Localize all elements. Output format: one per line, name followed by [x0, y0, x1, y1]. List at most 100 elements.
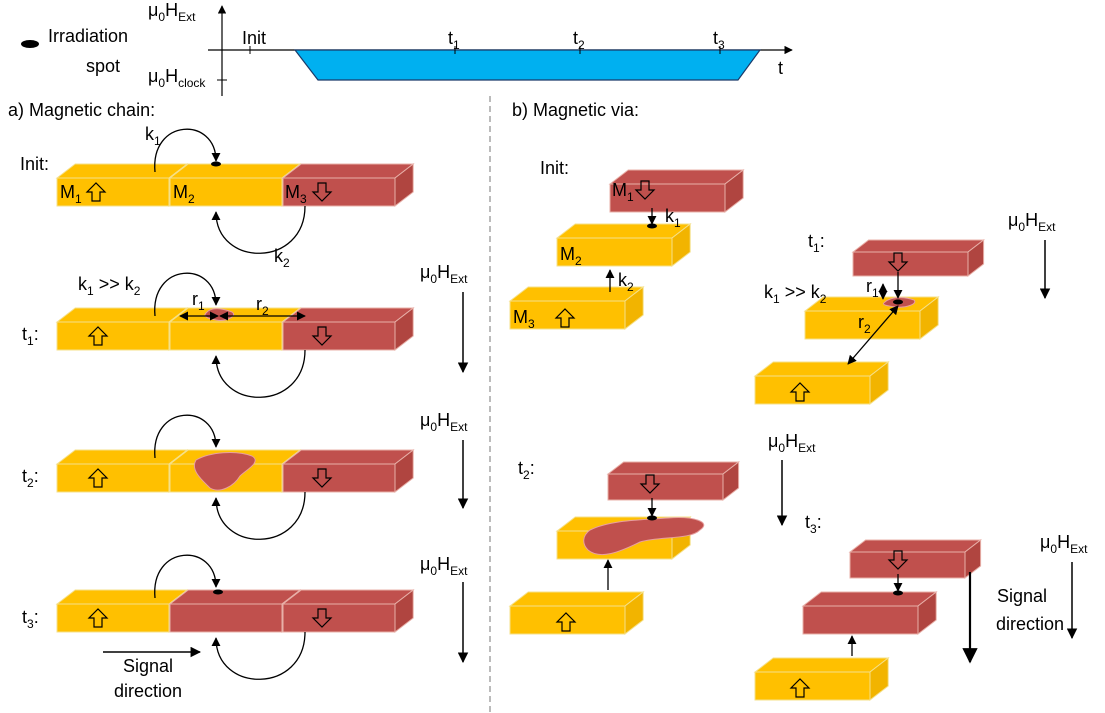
- subscript: 2: [864, 322, 871, 336]
- text-part: H: [165, 66, 178, 86]
- signal-label: direction: [996, 614, 1064, 634]
- text-part: :: [34, 324, 39, 344]
- text-part: :: [817, 512, 822, 532]
- section-title: b) Magnetic via:: [512, 100, 639, 120]
- text-part: H: [437, 554, 450, 574]
- subscript: 2: [627, 280, 634, 294]
- subscript: 3: [300, 192, 307, 206]
- text-part: :: [34, 466, 39, 486]
- block-top: [755, 658, 888, 672]
- block-top: [57, 164, 187, 178]
- subscript: 1: [627, 190, 634, 204]
- row-label: t2:: [518, 458, 535, 482]
- time-label: t2: [573, 28, 585, 52]
- text-part: H: [785, 431, 798, 451]
- axis-label: μ0Hclock: [148, 66, 206, 90]
- irradiation-spot: [647, 516, 657, 521]
- block-front: [803, 606, 918, 634]
- text-part: μ: [1008, 210, 1018, 230]
- subscript: 3: [528, 317, 535, 331]
- block-top: [170, 590, 300, 604]
- text-part: :: [530, 458, 535, 478]
- subscript: 2: [188, 192, 195, 206]
- block-top: [510, 592, 643, 606]
- block-front: [170, 322, 282, 350]
- field-label: μ0HExt: [1040, 532, 1088, 556]
- subscript: 2: [578, 38, 585, 52]
- block-front: [170, 604, 282, 632]
- subscript: Ext: [450, 564, 468, 578]
- label: k1 >> k2: [78, 274, 141, 298]
- block-top: [283, 450, 413, 464]
- coupling-arrow: [216, 350, 305, 397]
- text-part: M: [173, 182, 188, 202]
- diagram: Irradiationspotμ0HExtμ0HclockInitt1t2t3t…: [0, 0, 1105, 713]
- coupling-arrow: [216, 206, 305, 253]
- block-top: [608, 462, 739, 474]
- section-title: a) Magnetic chain:: [8, 100, 155, 120]
- text-part: M: [612, 180, 627, 200]
- clock-pulse: [295, 50, 760, 80]
- content: Irradiationspotμ0HExtμ0HclockInitt1t2t3t…: [8, 0, 1088, 701]
- text-part: μ: [420, 410, 430, 430]
- block-top: [283, 164, 413, 178]
- block-front: [608, 474, 723, 500]
- subscript: 1: [453, 38, 460, 52]
- text-part: >> k: [780, 282, 821, 302]
- text-part: μ: [1040, 532, 1050, 552]
- text-part: μ: [420, 554, 430, 574]
- block-top: [803, 592, 936, 606]
- subscript: 2: [134, 284, 141, 298]
- block-top: [755, 362, 888, 376]
- subscript: 1: [674, 216, 681, 230]
- block-top: [170, 308, 300, 322]
- block-top: [557, 224, 690, 238]
- irradiation-spot: [893, 591, 903, 596]
- coupling-arrow: [216, 632, 305, 679]
- label: k1: [145, 124, 161, 148]
- legend-text: Irradiation: [48, 26, 128, 46]
- time-label: t1: [448, 28, 460, 52]
- text-part: >> k: [94, 274, 135, 294]
- block-front: [57, 604, 169, 632]
- block-top: [57, 450, 187, 464]
- signal-label: Signal: [123, 656, 173, 676]
- subscript: 3: [718, 38, 725, 52]
- block-front: [510, 606, 625, 634]
- text-part: H: [437, 262, 450, 282]
- axis-label: μ0HExt: [148, 0, 196, 24]
- subscript: Ext: [798, 441, 816, 455]
- text-part: μ: [420, 262, 430, 282]
- subscript: 2: [575, 254, 582, 268]
- field-label: μ0HExt: [420, 554, 468, 578]
- field-label: μ0HExt: [420, 410, 468, 434]
- time-label: Init: [242, 28, 266, 48]
- text-part: H: [437, 410, 450, 430]
- block-front: [755, 376, 870, 404]
- block-front: [283, 604, 395, 632]
- text-part: M: [60, 182, 75, 202]
- row-label: t3:: [22, 607, 39, 631]
- block-top: [610, 170, 743, 184]
- subscript: 1: [75, 192, 82, 206]
- row-label: Init:: [540, 158, 569, 178]
- subscript: Ext: [178, 10, 196, 24]
- row-label: Init:: [20, 154, 49, 174]
- subscript: Ext: [1070, 542, 1088, 556]
- text-part: M: [285, 182, 300, 202]
- block-top: [57, 308, 187, 322]
- block-top: [283, 308, 413, 322]
- row-label: t3:: [805, 512, 822, 536]
- block-front: [57, 322, 169, 350]
- irradiation-spot: [893, 300, 903, 305]
- irradiation-spot: [213, 590, 223, 595]
- block-top: [850, 540, 981, 552]
- signal-label: direction: [114, 681, 182, 701]
- coupling-arrow: [216, 492, 305, 539]
- block-top: [170, 164, 300, 178]
- spot-icon: [21, 40, 39, 48]
- subscript: clock: [178, 76, 206, 90]
- text-part: :: [34, 607, 39, 627]
- subscript: Ext: [450, 272, 468, 286]
- subscript: 1: [872, 286, 879, 300]
